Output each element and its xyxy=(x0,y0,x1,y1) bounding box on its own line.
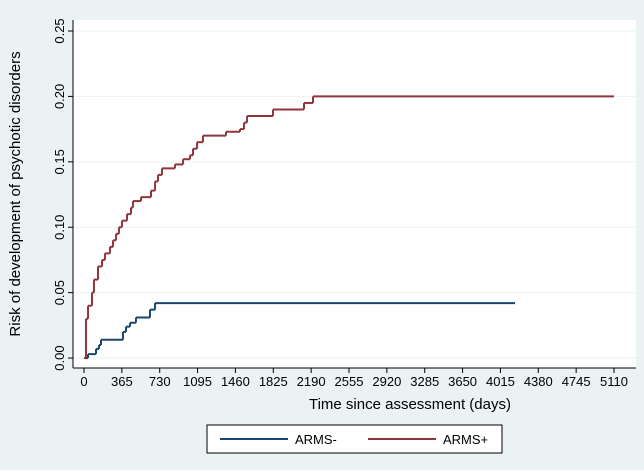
plot-area xyxy=(73,20,636,368)
x-tick-label: 3650 xyxy=(448,374,477,389)
x-tick-label: 365 xyxy=(111,374,133,389)
y-tick-label: 0.15 xyxy=(52,149,67,174)
legend-label: ARMS- xyxy=(295,432,337,447)
y-tick-label: 0.20 xyxy=(52,84,67,109)
x-tick-label: 0 xyxy=(80,374,87,389)
x-tick-label: 730 xyxy=(149,374,171,389)
y-tick-label: 0.25 xyxy=(52,18,67,43)
x-tick-label: 4015 xyxy=(486,374,515,389)
x-tick-label: 2190 xyxy=(297,374,326,389)
y-tick-label: 0.00 xyxy=(52,345,67,370)
x-tick-label: 1460 xyxy=(221,374,250,389)
y-axis-title: Risk of development of psychotic disorde… xyxy=(7,51,24,336)
x-tick-label: 4745 xyxy=(562,374,591,389)
x-tick-label: 5110 xyxy=(600,374,628,389)
x-tick-label: 1095 xyxy=(183,374,212,389)
y-tick-label: 0.05 xyxy=(52,280,67,305)
x-tick-label: 2920 xyxy=(372,374,401,389)
x-axis-title: Time since assessment (days) xyxy=(309,396,511,413)
legend-label: ARMS+ xyxy=(443,432,488,447)
x-tick-label: 3285 xyxy=(410,374,439,389)
x-tick-label: 2555 xyxy=(335,374,364,389)
x-tick-label: 1825 xyxy=(259,374,288,389)
x-tick-label: 4380 xyxy=(524,374,553,389)
y-tick-label: 0.10 xyxy=(52,215,67,240)
